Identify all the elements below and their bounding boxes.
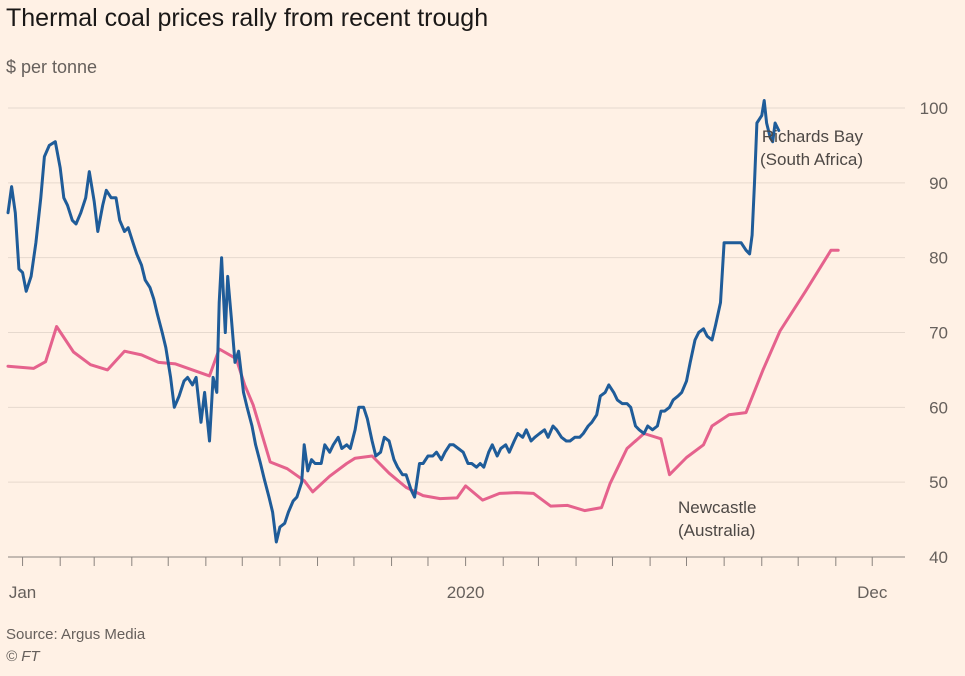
source-note: Source: Argus Media — [6, 626, 146, 643]
series-lines — [6, 99, 840, 544]
y-tick-label-40: 40 — [929, 548, 948, 567]
y-tick-label-100: 100 — [920, 99, 948, 118]
series-line-richards-bay — [6, 99, 781, 544]
series-annotations: Richards Bay (South Africa) Newcastle (Aust… — [678, 127, 863, 540]
x-tick-label-jan: Jan — [9, 583, 36, 602]
annotation-richards-bay: Richards Bay (South Africa) — [760, 127, 863, 169]
x-tick-label-2020: 2020 — [447, 583, 485, 602]
page-title: Thermal coal prices rally from recent tr… — [6, 4, 489, 32]
annotation-newcastle: Newcastle (Australia) — [678, 498, 756, 540]
y-tick-label-80: 80 — [929, 249, 948, 268]
gridlines — [8, 107, 905, 558]
y-tick-label-90: 90 — [929, 174, 948, 193]
y-tick-label-60: 60 — [929, 398, 948, 417]
chart-units-label: $ per tonne — [6, 57, 98, 77]
y-axis-tick-labels: 40 50 60 70 80 90 100 — [920, 99, 948, 567]
series-line-newcastle — [6, 248, 840, 513]
y-tick-label-50: 50 — [929, 473, 948, 492]
x-tick-label-dec: Dec — [857, 583, 888, 602]
credit-note: © FT — [6, 648, 40, 665]
y-tick-label-70: 70 — [929, 324, 948, 343]
x-axis: Jan 2020 Dec — [9, 557, 888, 602]
